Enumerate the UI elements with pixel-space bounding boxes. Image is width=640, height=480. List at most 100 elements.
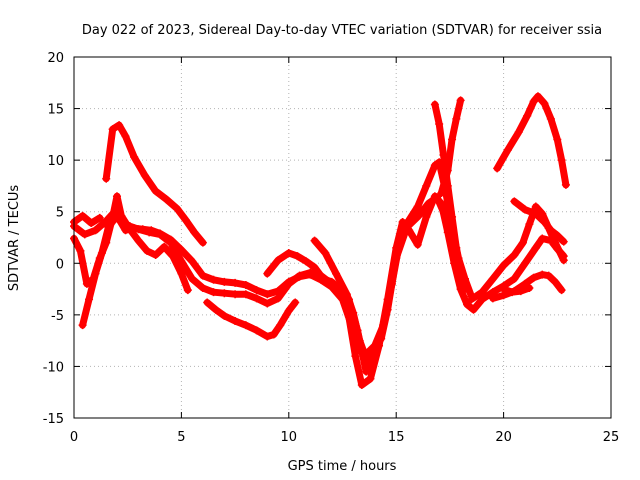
data-point-marker	[89, 274, 98, 283]
data-point-marker	[375, 339, 384, 348]
x-tick-label: 20	[495, 430, 512, 445]
data-point-marker	[349, 308, 358, 317]
data-point-marker	[546, 226, 555, 235]
data-point-marker	[525, 284, 534, 293]
data-point-marker	[510, 197, 519, 206]
data-point-marker	[102, 174, 111, 183]
data-point-marker	[531, 243, 540, 252]
data-point-marker	[241, 321, 250, 330]
data-point-marker	[134, 225, 143, 234]
data-point-marker	[529, 97, 538, 106]
data-point-marker	[78, 211, 87, 220]
data-point-marker	[540, 99, 549, 108]
data-point-marker	[241, 290, 250, 299]
data-point-marker	[366, 374, 375, 383]
x-axis-label: GPS time / hours	[288, 459, 397, 474]
data-point-marker	[220, 289, 229, 298]
data-point-marker	[87, 219, 96, 228]
data-point-marker	[145, 228, 154, 237]
data-point-marker	[439, 150, 448, 159]
data-point-marker	[310, 263, 319, 272]
data-point-marker	[252, 294, 261, 303]
data-point-marker	[130, 153, 139, 162]
data-point-marker	[231, 278, 240, 287]
data-point-marker	[362, 354, 371, 363]
data-point-marker	[121, 132, 130, 141]
data-point-marker	[319, 274, 328, 283]
y-axis-label: SDTVAR / TECUs	[7, 185, 22, 292]
data-point-marker	[241, 280, 250, 289]
data-point-marker	[424, 199, 433, 208]
data-point-marker	[166, 238, 175, 247]
data-point-marker	[499, 261, 508, 270]
data-point-marker	[518, 238, 527, 247]
series-line-sat-o	[500, 284, 533, 296]
data-point-marker	[183, 286, 192, 295]
data-point-marker	[76, 246, 85, 255]
data-point-marker	[521, 205, 530, 214]
data-point-marker	[553, 231, 562, 240]
data-point-marker	[293, 252, 302, 261]
data-point-marker	[488, 274, 497, 283]
data-point-marker	[546, 114, 555, 123]
data-point-marker	[284, 306, 293, 315]
data-point-marker	[143, 246, 152, 255]
data-point-marker	[168, 252, 177, 261]
data-point-marker	[533, 92, 542, 101]
data-point-marker	[557, 156, 566, 165]
data-point-marker	[140, 171, 149, 180]
data-point-marker	[276, 321, 285, 330]
data-point-marker	[430, 161, 439, 170]
data-point-marker	[433, 193, 442, 202]
grid-lines	[74, 57, 611, 418]
x-tick-label: 0	[70, 430, 78, 445]
series-line-sat-g	[311, 237, 387, 362]
data-point-marker	[306, 268, 315, 277]
data-point-marker	[538, 234, 547, 243]
data-point-marker	[551, 238, 560, 247]
data-point-marker	[435, 120, 444, 129]
data-point-marker	[220, 277, 229, 286]
data-point-marker	[503, 145, 512, 154]
data-point-marker	[102, 238, 111, 247]
data-point-marker	[78, 321, 87, 330]
data-point-marker	[203, 298, 212, 307]
data-point-marker	[422, 181, 431, 190]
data-point-marker	[463, 300, 472, 309]
data-point-marker	[284, 248, 293, 257]
data-point-marker	[274, 294, 283, 303]
data-point-marker	[456, 96, 465, 105]
data-point-marker	[357, 380, 366, 389]
data-point-marker	[327, 277, 336, 286]
data-point-marker	[112, 192, 121, 201]
data-point-marker	[263, 290, 272, 299]
data-point-marker	[220, 311, 229, 320]
data-point-marker	[231, 290, 240, 299]
x-tick-label: 25	[603, 430, 620, 445]
data-point-marker	[301, 257, 310, 266]
data-point-marker	[134, 236, 143, 245]
chart-title: Day 022 of 2023, Sidereal Day-to-day VTE…	[82, 23, 602, 38]
data-point-marker	[514, 128, 523, 137]
data-point-marker	[478, 288, 487, 297]
data-point-marker	[413, 240, 422, 249]
data-point-marker	[95, 213, 104, 222]
data-point-marker	[544, 271, 553, 280]
series-line-sat-n	[70, 212, 104, 227]
data-point-marker	[521, 259, 530, 268]
data-point-marker	[342, 290, 351, 299]
data-point-marker	[151, 187, 160, 196]
data-point-marker	[510, 251, 519, 260]
series-line-sat-c	[70, 192, 568, 389]
data-point-marker	[531, 202, 540, 211]
data-point-marker	[209, 288, 218, 297]
data-point-marker	[362, 367, 371, 376]
data-point-marker	[529, 273, 538, 282]
data-point-marker	[80, 230, 89, 239]
data-point-marker	[392, 254, 401, 263]
x-tick-label: 10	[281, 430, 298, 445]
data-point-marker	[525, 220, 534, 229]
data-point-marker	[151, 251, 160, 260]
data-point-marker	[398, 218, 407, 227]
data-point-marker	[430, 100, 439, 109]
